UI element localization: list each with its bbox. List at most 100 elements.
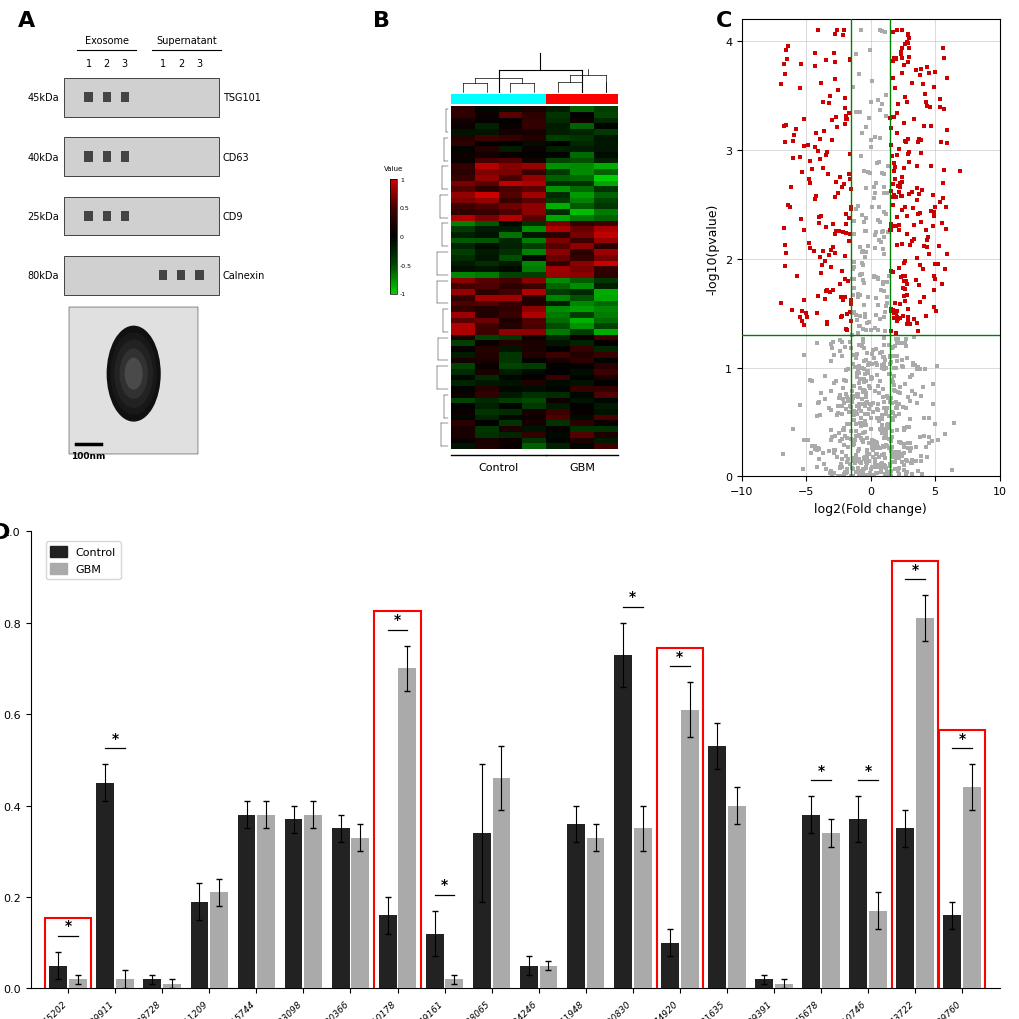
Point xyxy=(854,415,870,431)
Bar xyxy=(498,232,522,238)
Bar xyxy=(522,381,546,387)
Point xyxy=(926,257,943,273)
Bar xyxy=(522,432,546,438)
Point xyxy=(854,244,870,260)
Bar xyxy=(474,398,498,404)
Point xyxy=(826,246,843,262)
Point xyxy=(893,358,909,374)
Point xyxy=(777,246,794,262)
Bar xyxy=(546,273,570,278)
Point xyxy=(866,185,882,202)
Point xyxy=(847,351,863,367)
Point xyxy=(847,47,863,63)
Point xyxy=(869,403,886,419)
Point xyxy=(875,438,892,454)
Point xyxy=(875,439,892,455)
Point xyxy=(894,360,910,376)
Bar xyxy=(594,204,618,210)
Point xyxy=(843,390,859,407)
Bar xyxy=(522,153,546,159)
Bar xyxy=(389,257,397,258)
Point xyxy=(855,214,871,230)
Point xyxy=(856,250,872,266)
Bar xyxy=(389,277,397,278)
Text: *: * xyxy=(393,612,400,627)
Bar xyxy=(522,375,546,381)
Point xyxy=(908,395,924,412)
Point xyxy=(918,240,934,257)
Bar xyxy=(594,175,618,181)
Point xyxy=(848,366,864,382)
Point xyxy=(771,77,788,94)
Bar xyxy=(389,223,397,225)
Point xyxy=(865,434,881,450)
Bar xyxy=(570,193,594,199)
Bar xyxy=(498,427,522,432)
Bar xyxy=(546,353,570,359)
Point xyxy=(816,254,833,270)
Text: Supernatant: Supernatant xyxy=(156,36,217,46)
Point xyxy=(881,391,898,408)
Bar xyxy=(425,933,443,988)
FancyBboxPatch shape xyxy=(120,212,128,222)
Bar xyxy=(522,118,546,124)
Point xyxy=(911,362,927,378)
Point xyxy=(897,135,913,151)
Point xyxy=(897,274,913,290)
Point xyxy=(851,105,867,121)
Bar xyxy=(680,710,698,988)
Bar xyxy=(116,979,133,988)
Bar xyxy=(389,231,397,232)
Point xyxy=(937,136,954,152)
Point xyxy=(879,224,896,240)
Point xyxy=(858,453,874,470)
Point xyxy=(859,407,875,423)
Point xyxy=(896,274,912,290)
Bar xyxy=(389,286,397,287)
Point xyxy=(913,467,929,483)
Point xyxy=(774,119,791,136)
Point xyxy=(833,468,849,484)
Point xyxy=(830,461,847,477)
Bar xyxy=(546,267,570,273)
Bar xyxy=(567,824,584,988)
Bar xyxy=(570,170,594,175)
Bar xyxy=(450,170,474,175)
Point xyxy=(841,457,857,473)
Point xyxy=(921,204,937,220)
Point xyxy=(848,369,864,385)
Bar xyxy=(389,183,397,184)
Bar xyxy=(389,247,397,248)
Point xyxy=(787,122,803,139)
Point xyxy=(830,343,847,360)
Point xyxy=(901,186,917,203)
Point xyxy=(855,374,871,390)
Bar xyxy=(498,221,522,227)
Bar xyxy=(594,273,618,278)
Point xyxy=(846,437,862,453)
Point xyxy=(862,322,878,338)
FancyBboxPatch shape xyxy=(159,271,167,281)
Bar xyxy=(389,246,397,247)
Bar xyxy=(522,175,546,181)
Point xyxy=(872,426,889,442)
Point xyxy=(798,309,814,325)
Point xyxy=(868,435,884,451)
Bar xyxy=(522,330,546,335)
Point xyxy=(870,449,887,466)
Point xyxy=(883,372,900,388)
Point xyxy=(884,406,901,422)
Bar xyxy=(389,250,397,251)
Point xyxy=(834,431,850,447)
Point xyxy=(852,239,868,256)
Point xyxy=(803,162,819,178)
Bar xyxy=(389,288,397,289)
Point xyxy=(875,400,892,417)
Bar xyxy=(594,227,618,232)
Point xyxy=(835,421,851,437)
Point xyxy=(869,272,886,288)
Bar xyxy=(389,243,397,245)
Bar xyxy=(522,284,546,289)
Point xyxy=(915,428,931,444)
Bar xyxy=(570,284,594,289)
